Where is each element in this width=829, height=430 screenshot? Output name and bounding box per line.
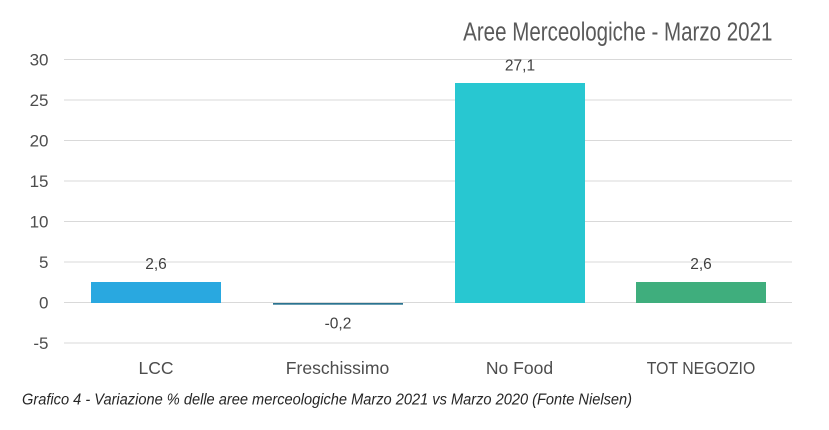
svg-text:20: 20 [30, 132, 49, 151]
svg-text:2,6: 2,6 [690, 256, 712, 273]
svg-text:Freschissimo: Freschissimo [286, 358, 390, 378]
svg-text:TOT NEGOZIO: TOT NEGOZIO [647, 358, 756, 378]
svg-text:Aree Merceologiche - Marzo 202: Aree Merceologiche - Marzo 2021 [463, 19, 772, 47]
svg-text:-0,2: -0,2 [325, 316, 352, 333]
svg-text:5: 5 [39, 253, 48, 272]
svg-text:10: 10 [30, 213, 49, 232]
svg-text:0: 0 [39, 294, 48, 313]
svg-text:30: 30 [30, 51, 49, 70]
svg-text:No Food: No Food [486, 358, 553, 378]
svg-text:LCC: LCC [138, 358, 173, 378]
svg-text:-5: -5 [33, 334, 48, 353]
svg-text:15: 15 [30, 172, 49, 191]
svg-text:27,1: 27,1 [505, 58, 535, 75]
svg-text:2,6: 2,6 [145, 256, 167, 273]
svg-text:Grafico 4 - Variazione % delle: Grafico 4 - Variazione % delle aree merc… [22, 392, 632, 409]
svg-text:25: 25 [30, 91, 49, 110]
